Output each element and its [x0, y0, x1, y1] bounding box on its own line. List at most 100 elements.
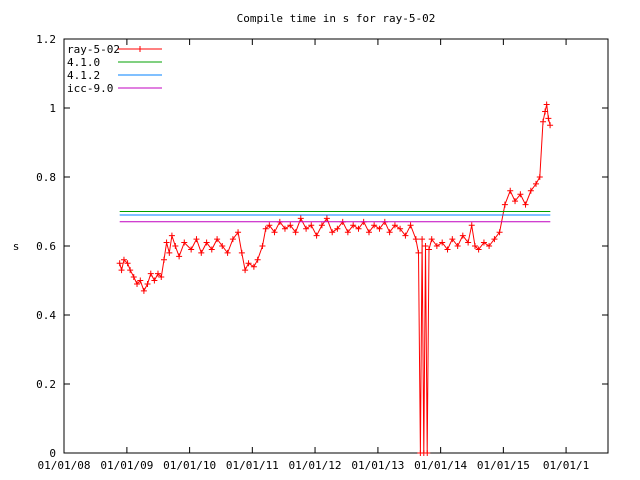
- data-point: [371, 222, 378, 229]
- data-point: [454, 243, 461, 249]
- data-point: [402, 232, 409, 239]
- data-point: [154, 270, 161, 277]
- data-point: [224, 249, 231, 256]
- data-point: [425, 246, 432, 253]
- y-tick-label: 0: [49, 447, 56, 460]
- y-tick-label: 0.4: [36, 309, 56, 322]
- series-ray-5-02: [116, 101, 554, 456]
- data-point: [542, 108, 549, 115]
- y-axis-label: s: [13, 240, 20, 253]
- data-point: [365, 229, 372, 236]
- data-point: [130, 274, 137, 281]
- data-point: [124, 260, 131, 267]
- data-point: [475, 246, 482, 253]
- data-point: [166, 249, 173, 256]
- data-point: [459, 232, 466, 239]
- data-point: [501, 201, 508, 208]
- data-point: [266, 222, 273, 229]
- data-point: [198, 249, 205, 256]
- data-point: [350, 222, 357, 229]
- data-point: [407, 222, 414, 229]
- series-line: [119, 104, 551, 454]
- data-point: [245, 260, 252, 267]
- x-tick-label: 01/01/09: [100, 459, 153, 472]
- data-point: [386, 229, 393, 236]
- data-point: [536, 174, 543, 180]
- data-point: [297, 215, 304, 222]
- data-point: [163, 239, 170, 246]
- y-tick-label: 0.2: [36, 378, 56, 391]
- data-point: [496, 229, 503, 236]
- data-point: [120, 256, 127, 263]
- data-point: [181, 239, 188, 246]
- data-point: [323, 215, 330, 222]
- x-tick-label: 01/01/14: [414, 459, 467, 472]
- data-point: [271, 229, 278, 236]
- data-point: [422, 243, 429, 249]
- data-point: [250, 263, 257, 270]
- data-point: [527, 187, 534, 194]
- data-point: [468, 222, 475, 229]
- chart-title: Compile time in s for ray-5-02: [237, 12, 436, 25]
- data-point: [334, 225, 341, 232]
- data-point: [444, 246, 451, 253]
- data-point: [242, 267, 249, 274]
- y-tick-label: 1: [49, 102, 56, 115]
- data-point: [344, 229, 351, 236]
- legend-label: 4.1.2: [67, 69, 100, 82]
- data-point: [355, 225, 362, 232]
- data-point: [235, 229, 242, 236]
- data-point: [433, 243, 440, 249]
- data-point: [308, 222, 315, 229]
- data-point: [238, 249, 245, 256]
- data-point: [491, 236, 498, 243]
- x-tick-label: 01/01/11: [226, 459, 279, 472]
- plot-frame: [63, 38, 609, 454]
- data-point: [193, 236, 200, 243]
- data-point: [480, 239, 487, 246]
- x-tick-label: 01/01/08: [38, 459, 91, 472]
- data-point: [507, 187, 514, 194]
- data-point: [545, 115, 552, 122]
- data-point: [391, 222, 398, 229]
- data-point: [517, 191, 524, 198]
- data-point: [512, 198, 519, 205]
- legend-marker: [137, 46, 143, 52]
- data-point: [424, 450, 431, 456]
- data-point: [158, 274, 165, 281]
- data-point: [376, 225, 383, 232]
- data-point: [208, 246, 215, 253]
- data-point: [118, 267, 125, 274]
- data-point: [486, 243, 493, 249]
- data-point: [134, 280, 141, 287]
- data-point: [313, 232, 320, 239]
- x-axis: 01/01/08 01/01/09 01/01/10 01/01/11 01/01/12…: [38, 39, 589, 472]
- data-point: [127, 267, 134, 274]
- y-tick-label: 0.6: [36, 240, 56, 253]
- data-point: [465, 239, 472, 246]
- data-point: [540, 118, 547, 125]
- data-point: [281, 225, 288, 232]
- data-point: [147, 270, 154, 277]
- data-point: [254, 256, 261, 263]
- data-point: [229, 236, 236, 243]
- data-point: [449, 236, 456, 243]
- x-tick-label: 01/01/15: [477, 459, 530, 472]
- series-layer: [116, 101, 554, 456]
- data-point: [412, 236, 419, 243]
- x-tick-label: 01/01/13: [351, 459, 404, 472]
- data-point: [140, 287, 147, 294]
- data-point: [144, 280, 151, 287]
- data-point: [428, 236, 435, 243]
- data-point: [522, 201, 529, 208]
- y-tick-label: 1.2: [36, 33, 56, 46]
- data-point: [419, 236, 426, 243]
- data-point: [203, 239, 210, 246]
- data-point: [415, 249, 422, 256]
- data-point: [116, 260, 123, 267]
- data-point: [214, 236, 221, 243]
- legend-label: 4.1.0: [67, 56, 100, 69]
- data-point: [161, 256, 168, 263]
